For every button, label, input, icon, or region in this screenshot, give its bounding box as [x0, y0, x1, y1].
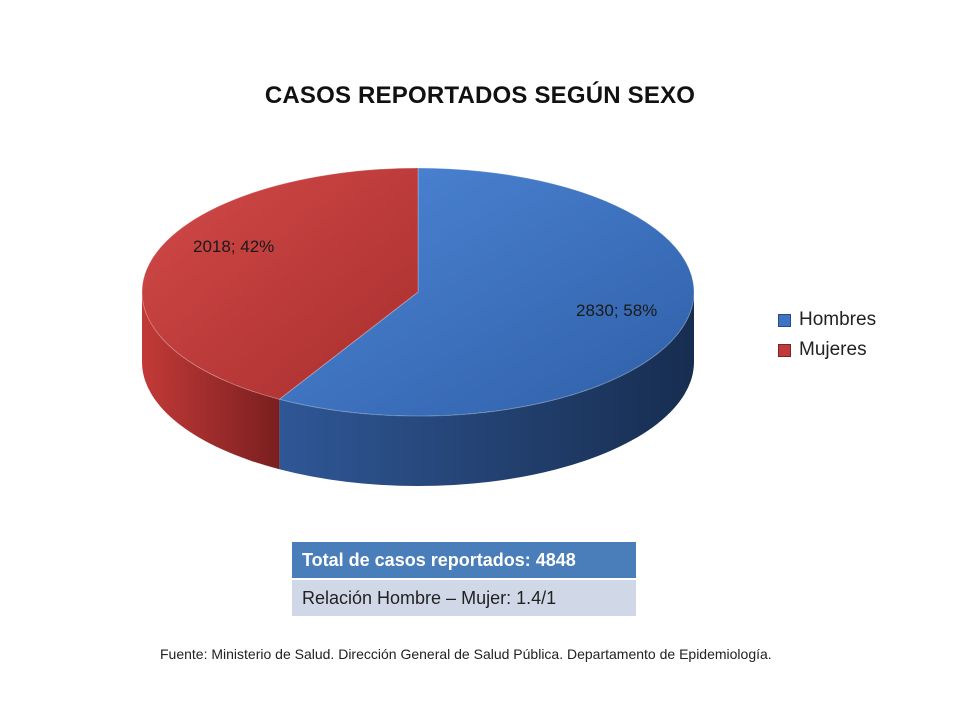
summary-table: Total de casos reportados: 4848 Relación… [292, 542, 636, 616]
pie-slice-mujeres [141, 167, 419, 400]
legend-swatch-mujeres [778, 343, 791, 357]
data-label-hombres: 2830; 58% [576, 301, 657, 320]
chart-title: CASOS REPORTADOS SEGÚN SEXO [264, 82, 696, 109]
pie-side-hombres [279, 292, 694, 486]
legend-swatch-hombres [778, 313, 791, 327]
total-cases: Total de casos reportados: 4848 [292, 542, 636, 578]
legend-item-hombres: Hombres [778, 305, 876, 335]
pie-slice-hombres [278, 167, 695, 417]
data-label-mujeres: 2018; 42% [193, 237, 274, 256]
pie-side-mujeres [142, 292, 280, 470]
gender-ratio: Relación Hombre – Mujer: 1.4/1 [292, 580, 636, 616]
chart-legend: Hombres Mujeres [778, 305, 876, 365]
source-note: Fuente: Ministerio de Salud. Dirección G… [160, 646, 772, 662]
legend-label: Mujeres [799, 339, 867, 360]
legend-label: Hombres [799, 309, 877, 330]
legend-item-mujeres: Mujeres [778, 335, 876, 365]
